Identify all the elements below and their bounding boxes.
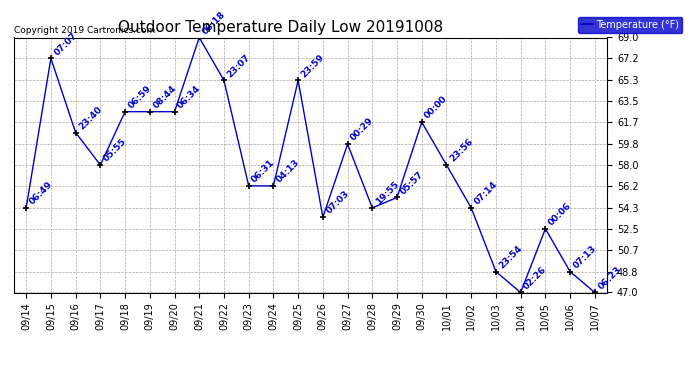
Title: Outdoor Temperature Daily Low 20191008: Outdoor Temperature Daily Low 20191008 (118, 20, 444, 35)
Text: 05:55: 05:55 (101, 137, 128, 164)
Text: 07:03: 07:03 (324, 189, 351, 216)
Text: 06:59: 06:59 (126, 84, 153, 110)
Text: 19:55: 19:55 (374, 180, 400, 207)
Text: 07:14: 07:14 (473, 180, 500, 207)
Text: 04:13: 04:13 (275, 158, 302, 184)
Text: 07:07: 07:07 (52, 30, 79, 57)
Text: 00:00: 00:00 (423, 94, 449, 121)
Text: 00:29: 00:29 (349, 116, 375, 143)
Text: 05:57: 05:57 (398, 170, 425, 196)
Text: 06:23: 06:23 (596, 265, 623, 291)
Text: Copyright 2019 Cartronics.com: Copyright 2019 Cartronics.com (14, 26, 155, 35)
Text: 07:13: 07:13 (571, 244, 598, 270)
Text: 06:31: 06:31 (250, 158, 277, 184)
Text: 23:54: 23:54 (497, 243, 524, 270)
Text: 23:40: 23:40 (77, 105, 104, 131)
Text: 06:34: 06:34 (176, 84, 202, 110)
Legend: Temperature (°F): Temperature (°F) (578, 17, 682, 33)
Text: 00:06: 00:06 (546, 201, 573, 227)
Text: 02:26: 02:26 (522, 265, 549, 291)
Text: 23:59: 23:59 (299, 52, 326, 79)
Text: 23:07: 23:07 (226, 53, 252, 79)
Text: 06:49: 06:49 (28, 180, 55, 207)
Text: 23:56: 23:56 (448, 137, 475, 164)
Text: 08:44: 08:44 (151, 84, 178, 110)
Text: 06:18: 06:18 (201, 10, 227, 36)
